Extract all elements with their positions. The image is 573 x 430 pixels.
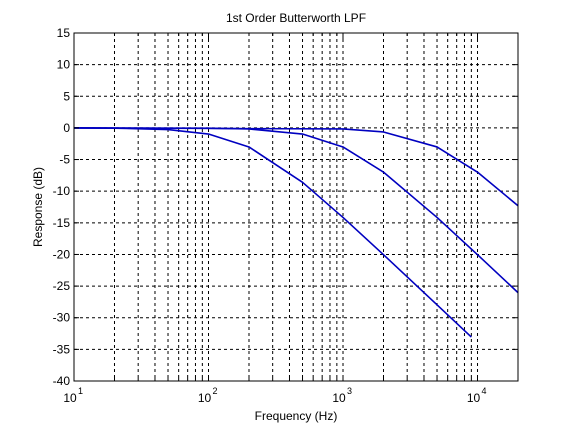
x-tick-label: 10 <box>332 391 346 405</box>
y-tick-label: -35 <box>53 342 71 356</box>
tick-marks <box>74 32 518 382</box>
y-tick-label: 5 <box>63 89 70 103</box>
y-tick-label: -40 <box>53 374 71 388</box>
x-tick-label: 10 <box>467 391 481 405</box>
series-line <box>73 127 519 207</box>
y-tick-label: -5 <box>59 153 70 167</box>
grid <box>74 33 518 381</box>
x-tick-label-exponent: 1 <box>78 386 83 396</box>
y-tick-label: 0 <box>63 121 70 135</box>
x-tick-label-exponent: 3 <box>347 386 352 396</box>
y-tick-label: -15 <box>53 216 71 230</box>
x-tick-label: 10 <box>198 391 212 405</box>
y-tick-label: 10 <box>57 58 71 72</box>
y-tick-label: -10 <box>53 184 71 198</box>
y-tick-label: 15 <box>57 26 71 40</box>
x-tick-labels: 10 1 10 2 10 3 10 4 <box>63 386 486 405</box>
chart-title: 1st Order Butterworth LPF <box>226 11 366 25</box>
y-axis-label: Response (dB) <box>31 167 45 247</box>
y-tick-labels: 15 10 5 0 -5 -10 -15 -20 -25 -30 -35 -40 <box>53 26 71 388</box>
y-tick-label: -30 <box>53 311 71 325</box>
y-tick-label: -25 <box>53 279 71 293</box>
series-group <box>73 127 519 338</box>
x-axis-label: Frequency (Hz) <box>255 409 338 423</box>
plot-frame <box>73 32 519 382</box>
x-tick-label: 10 <box>63 391 77 405</box>
x-tick-label-exponent: 4 <box>482 386 487 396</box>
y-tick-label: -20 <box>53 247 71 261</box>
plot-area <box>74 33 518 381</box>
x-tick-label-exponent: 2 <box>213 386 218 396</box>
